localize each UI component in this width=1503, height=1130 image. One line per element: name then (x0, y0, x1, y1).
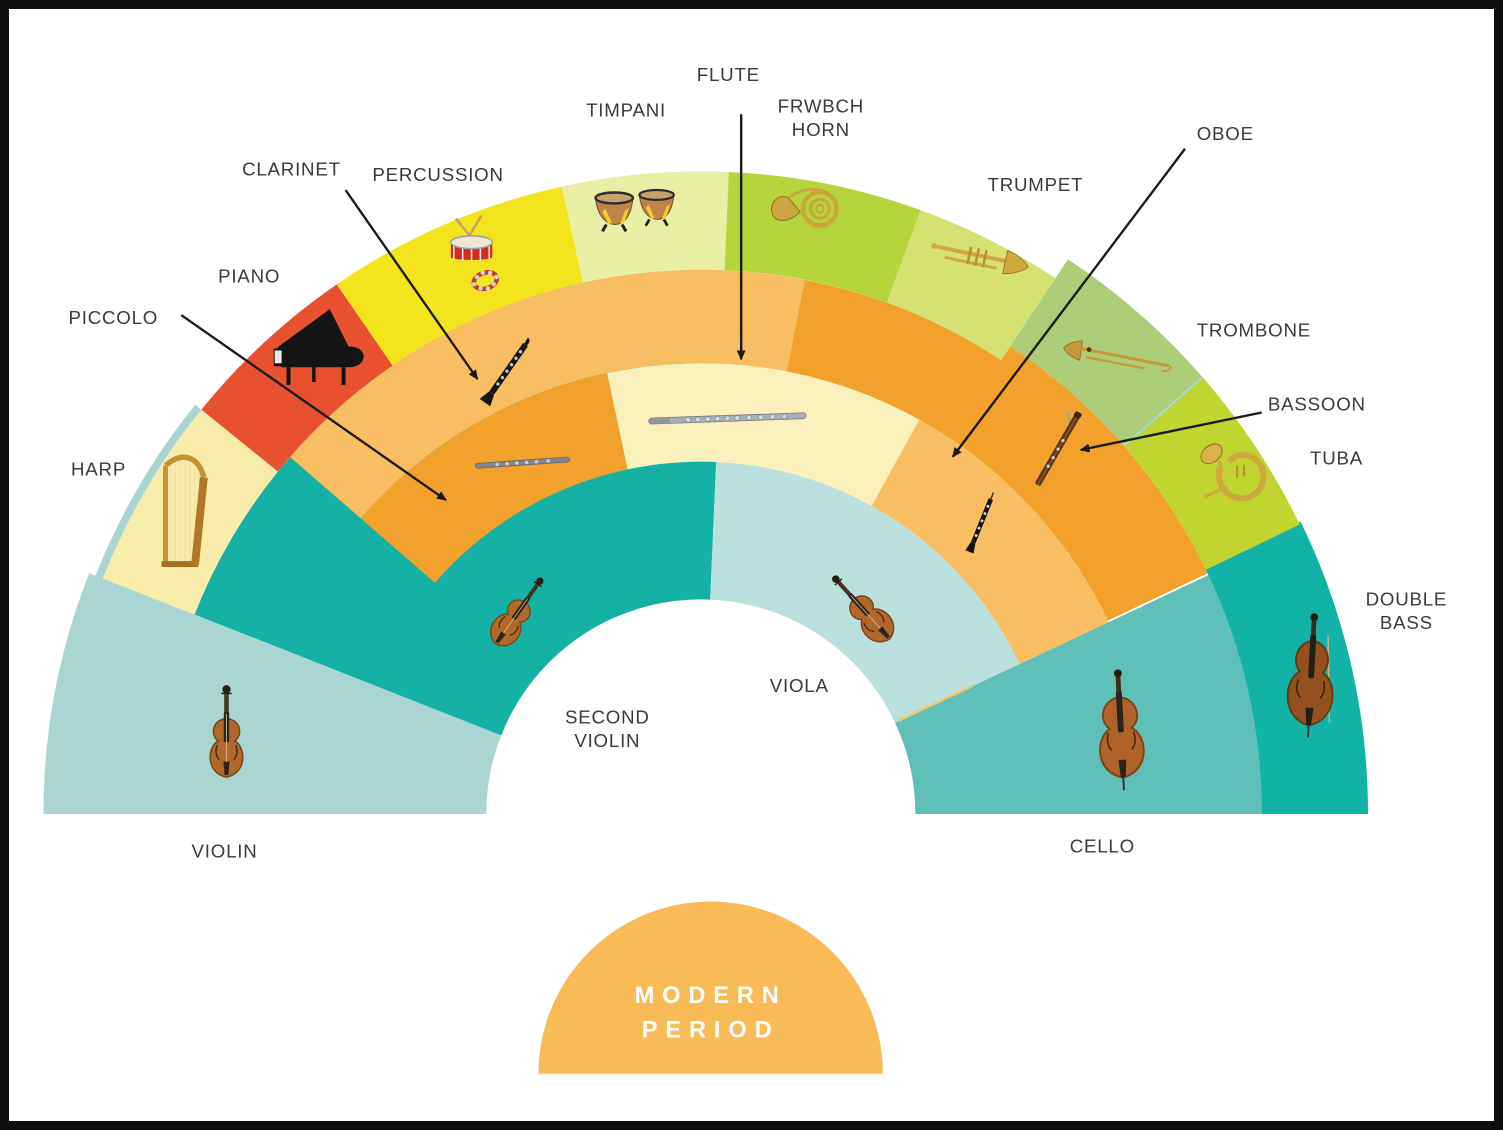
modern-period-label-line2: PERIOD (642, 1017, 780, 1043)
label-french-horn-line2: HORN (792, 119, 850, 140)
section-clarinet-row (290, 269, 805, 519)
viola-cello-sliver (898, 684, 973, 722)
section-bassoon-row (949, 346, 1208, 621)
label-arrows (180, 114, 1262, 502)
section-double-bass (1204, 521, 1369, 814)
label-oboe: OBOE (1197, 123, 1254, 144)
section-tuba (1124, 377, 1300, 570)
label-clarinet: CLARINET (242, 158, 341, 179)
label-second-violin-line2: VIOLIN (574, 730, 640, 751)
label-piccolo: PICCOLO (69, 307, 159, 328)
label-trumpet: TRUMPET (987, 174, 1083, 195)
section-timpani (561, 171, 729, 283)
label-double-bass-line2: BASS (1380, 612, 1433, 633)
orchestra-fan-diagram: FLUTE TIMPANI FRWBCH HORN OBOE CLARINET PERCUS… (43, 64, 1448, 1074)
modern-period-dome (538, 901, 883, 1074)
fan-sections (43, 171, 1369, 814)
label-viola: VIOLA (770, 675, 829, 696)
section-percussion (336, 186, 584, 366)
section-trumpet (886, 210, 1056, 361)
label-bassoon: BASSOON (1268, 394, 1366, 415)
label-trombone: TROMBONE (1197, 320, 1311, 341)
section-piano (201, 284, 393, 472)
section-piccolo-row (360, 373, 628, 583)
label-tuba: TUBA (1310, 448, 1363, 469)
label-second-violin-line1: SECOND (565, 706, 650, 727)
period-dome: MODERN PERIOD (538, 901, 883, 1074)
label-violin: VIOLIN (192, 840, 258, 861)
section-violin (43, 573, 502, 814)
label-flute: FLUTE (697, 64, 760, 85)
section-bassoon-row-outer (786, 279, 1002, 439)
modern-period-label-line1: MODERN (635, 983, 787, 1009)
label-harp: HARP (71, 458, 126, 479)
section-cello (894, 575, 1262, 814)
label-piano: PIANO (218, 266, 280, 287)
label-timpani: TIMPANI (586, 99, 666, 120)
section-oboe-row (871, 419, 1109, 664)
clarinet-arrow (344, 189, 479, 380)
label-french-horn-line1: FRWBCH (778, 95, 864, 116)
section-flute-row (607, 363, 920, 506)
label-double-bass-line1: DOUBLE (1366, 588, 1448, 609)
trombone-tuba-divider (1123, 377, 1203, 447)
section-viola (710, 461, 1020, 723)
oboe-arrow (951, 148, 1186, 458)
piccolo-arrow (180, 314, 447, 502)
section-divider-slivers (898, 377, 1203, 722)
label-cello: CELLO (1070, 835, 1135, 856)
section-labels: FLUTE TIMPANI FRWBCH HORN OBOE CLARINET PERCUS… (69, 64, 1448, 861)
label-percussion: PERCUSSION (372, 164, 503, 185)
bassoon-arrow (1079, 411, 1262, 453)
section-violin-rim-sliver (95, 404, 202, 579)
